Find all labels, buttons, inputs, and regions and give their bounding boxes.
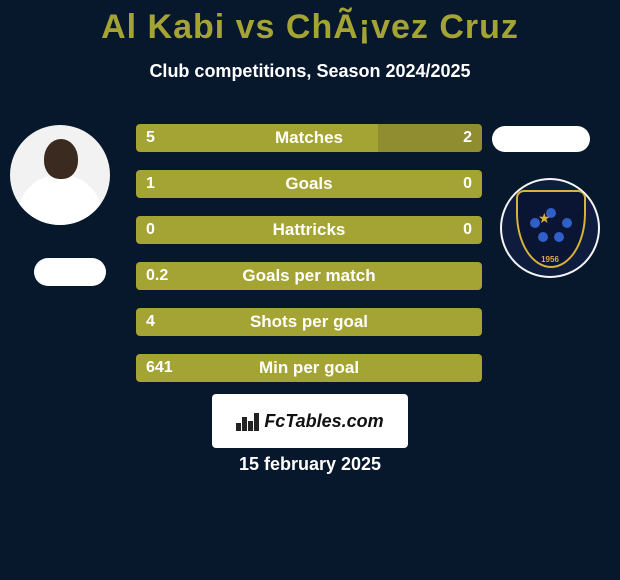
stat-right-value: 0: [463, 170, 472, 198]
stat-bar-left: 641: [136, 354, 482, 382]
fctables-logo[interactable]: FcTables.com: [212, 394, 408, 448]
page-title: Al Kabi vs ChÃ¡vez Cruz: [0, 0, 620, 47]
player-left-avatar: [10, 125, 110, 225]
stat-row: 4Shots per goal: [136, 308, 482, 336]
player-left-flag-pill: [34, 258, 106, 286]
comparison-date: 15 february 2025: [0, 454, 620, 475]
badge-star-icon: ★: [538, 210, 551, 227]
stat-right-value: 0: [463, 216, 472, 244]
player-right-club-badge: ★ 1956: [500, 178, 600, 278]
stat-row: 641Min per goal: [136, 354, 482, 382]
stats-bars: 52Matches 10Goals 00Hattricks 0.2Goals per …: [136, 124, 482, 400]
stat-bar-left: 5: [136, 124, 378, 152]
stat-row: 52Matches: [136, 124, 482, 152]
stat-bar-left: 0: [136, 216, 482, 244]
badge-dots: [528, 208, 574, 248]
stat-row: 10Goals: [136, 170, 482, 198]
stat-row: 00Hattricks: [136, 216, 482, 244]
avatar-head-shape: [44, 139, 78, 179]
badge-year: 1956: [502, 255, 598, 264]
logo-text: FcTables.com: [264, 411, 383, 432]
stat-bar-left: 4: [136, 308, 482, 336]
stat-bar-left: 0.2: [136, 262, 482, 290]
subtitle: Club competitions, Season 2024/2025: [0, 61, 620, 82]
bar-chart-icon: [236, 411, 260, 431]
avatar-body-shape: [18, 175, 102, 225]
stat-row: 0.2Goals per match: [136, 262, 482, 290]
comparison-card: Al Kabi vs ChÃ¡vez Cruz Club competition…: [0, 0, 620, 82]
stat-bar-right: 2: [378, 124, 482, 152]
stat-bar-left: 1: [136, 170, 482, 198]
player-right-flag-pill: [492, 126, 590, 152]
